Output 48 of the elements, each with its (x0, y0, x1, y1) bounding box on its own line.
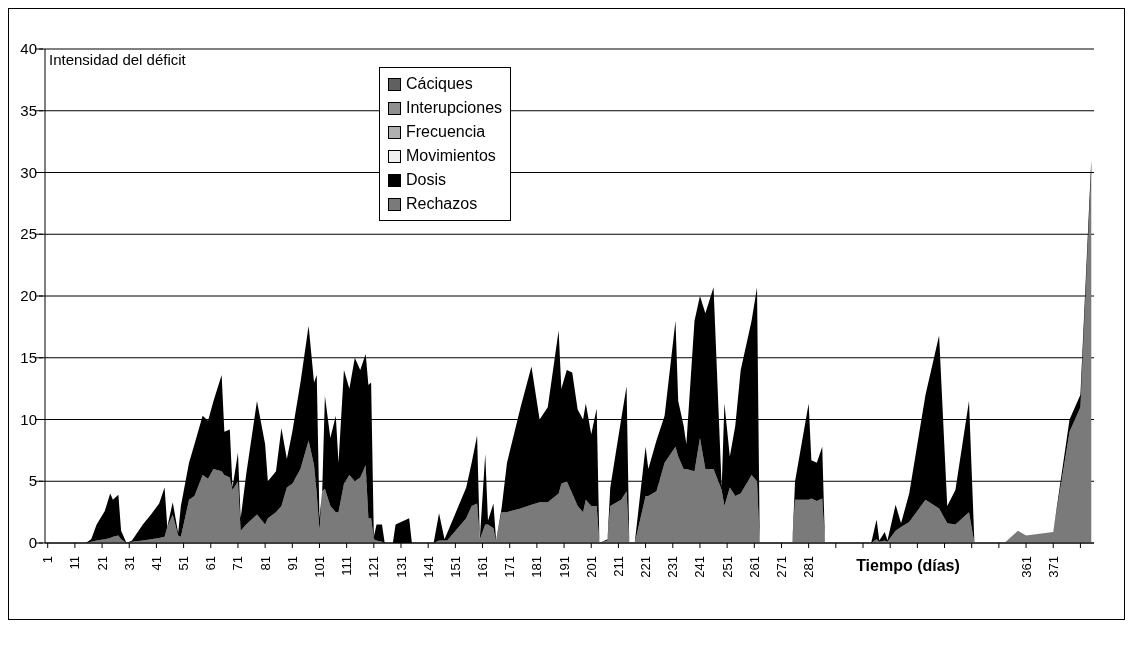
x-tick-label: 191 (556, 556, 572, 578)
x-tick-label: 81 (257, 556, 273, 571)
x-tick-label: 161 (475, 556, 491, 578)
y-tick-label: 15 (20, 348, 37, 367)
x-tick-label: 141 (420, 556, 436, 578)
x-tick-label: 221 (638, 556, 654, 578)
x-tick-label: 51 (176, 556, 192, 571)
y-tick-label: 20 (20, 287, 37, 305)
x-tick-label: 61 (203, 556, 219, 571)
legend-label: Cáciques (406, 74, 473, 94)
x-tick-label: 21 (94, 556, 110, 571)
y-tick-label: 35 (20, 101, 37, 120)
y-tick-label: 30 (20, 163, 37, 182)
x-tick-label: 71 (230, 556, 246, 571)
x-tick-label: 371 (1045, 556, 1061, 578)
x-tick-label: 101 (311, 556, 327, 578)
legend-label: Interupciones (406, 98, 503, 118)
x-tick-label: 11 (67, 556, 83, 570)
x-tick-label: 131 (393, 556, 409, 578)
y-tick-label: 0 (28, 534, 37, 552)
x-axis-title: Tiempo (días) (852, 557, 964, 575)
x-tick-label: 361 (1018, 556, 1034, 578)
x-tick-label: 121 (366, 556, 382, 578)
y-tick-label: 25 (20, 225, 37, 244)
x-tick-label: 241 (692, 556, 708, 578)
x-tick-label: 41 (148, 556, 164, 571)
legend-label: Rechazos (406, 194, 478, 214)
x-tick-label: 231 (665, 556, 681, 578)
x-tick-label: 151 (447, 556, 463, 578)
x-tick-label: 181 (529, 556, 545, 578)
x-tick-label: 281 (801, 556, 817, 578)
legend-label: Dosis (406, 170, 447, 190)
x-tick-label: 201 (583, 556, 599, 578)
x-tick-label: 91 (284, 556, 300, 571)
x-tick-label: 171 (502, 556, 518, 578)
x-tick-label: 1 (40, 556, 56, 564)
x-tick-label: 251 (719, 556, 735, 578)
x-tick-label: 31 (121, 556, 137, 571)
legend-label: Frecuencia (406, 122, 486, 142)
y-tick-label: 40 (20, 40, 37, 58)
x-tick-label: 271 (773, 556, 789, 578)
x-tick-label: 211 (610, 556, 626, 577)
x-tick-label: 111 (339, 556, 355, 576)
x-tick-label: 261 (746, 556, 762, 578)
legend-label: Movimientos (406, 146, 496, 166)
annotation: Intensidad del déficit (49, 51, 186, 68)
y-tick-label: 5 (28, 472, 37, 491)
y-tick-label: 10 (20, 410, 37, 429)
